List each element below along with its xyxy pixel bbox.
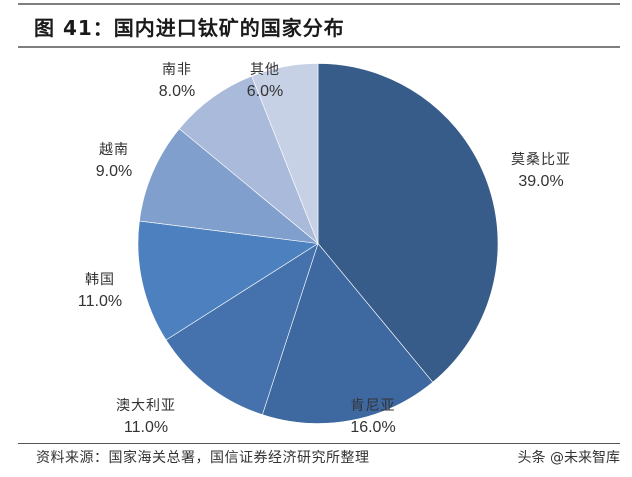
label-mozambique: 莫桑比亚 39.0% [511, 152, 571, 190]
pie-slice [261, 242, 434, 424]
label-vietnam: 越南 9.0% [95, 142, 133, 180]
label-south-africa: 南非 8.0% [158, 62, 196, 100]
pie-slice [178, 75, 319, 244]
pie-slice [251, 63, 319, 244]
top-rule [18, 3, 620, 5]
watermark: 头条 @未来智库 [517, 450, 620, 466]
pie-slice [137, 220, 319, 341]
source-note: 资料来源：国家海关总署，国信证券经济研究所整理 [36, 450, 370, 466]
label-kenya: 肯尼亚 16.0% [350, 398, 396, 436]
label-other: 其他 6.0% [246, 62, 284, 100]
pie-slice [139, 128, 319, 244]
chart-title: 图 41：国内进口钛矿的国家分布 [34, 16, 345, 40]
pie-slice [165, 242, 319, 416]
pie-slice [317, 63, 499, 383]
label-australia: 澳大利亚 11.0% [116, 398, 176, 436]
title-rule [18, 46, 620, 48]
label-korea: 韩国 11.0% [77, 272, 123, 310]
footer-rule [18, 443, 620, 444]
